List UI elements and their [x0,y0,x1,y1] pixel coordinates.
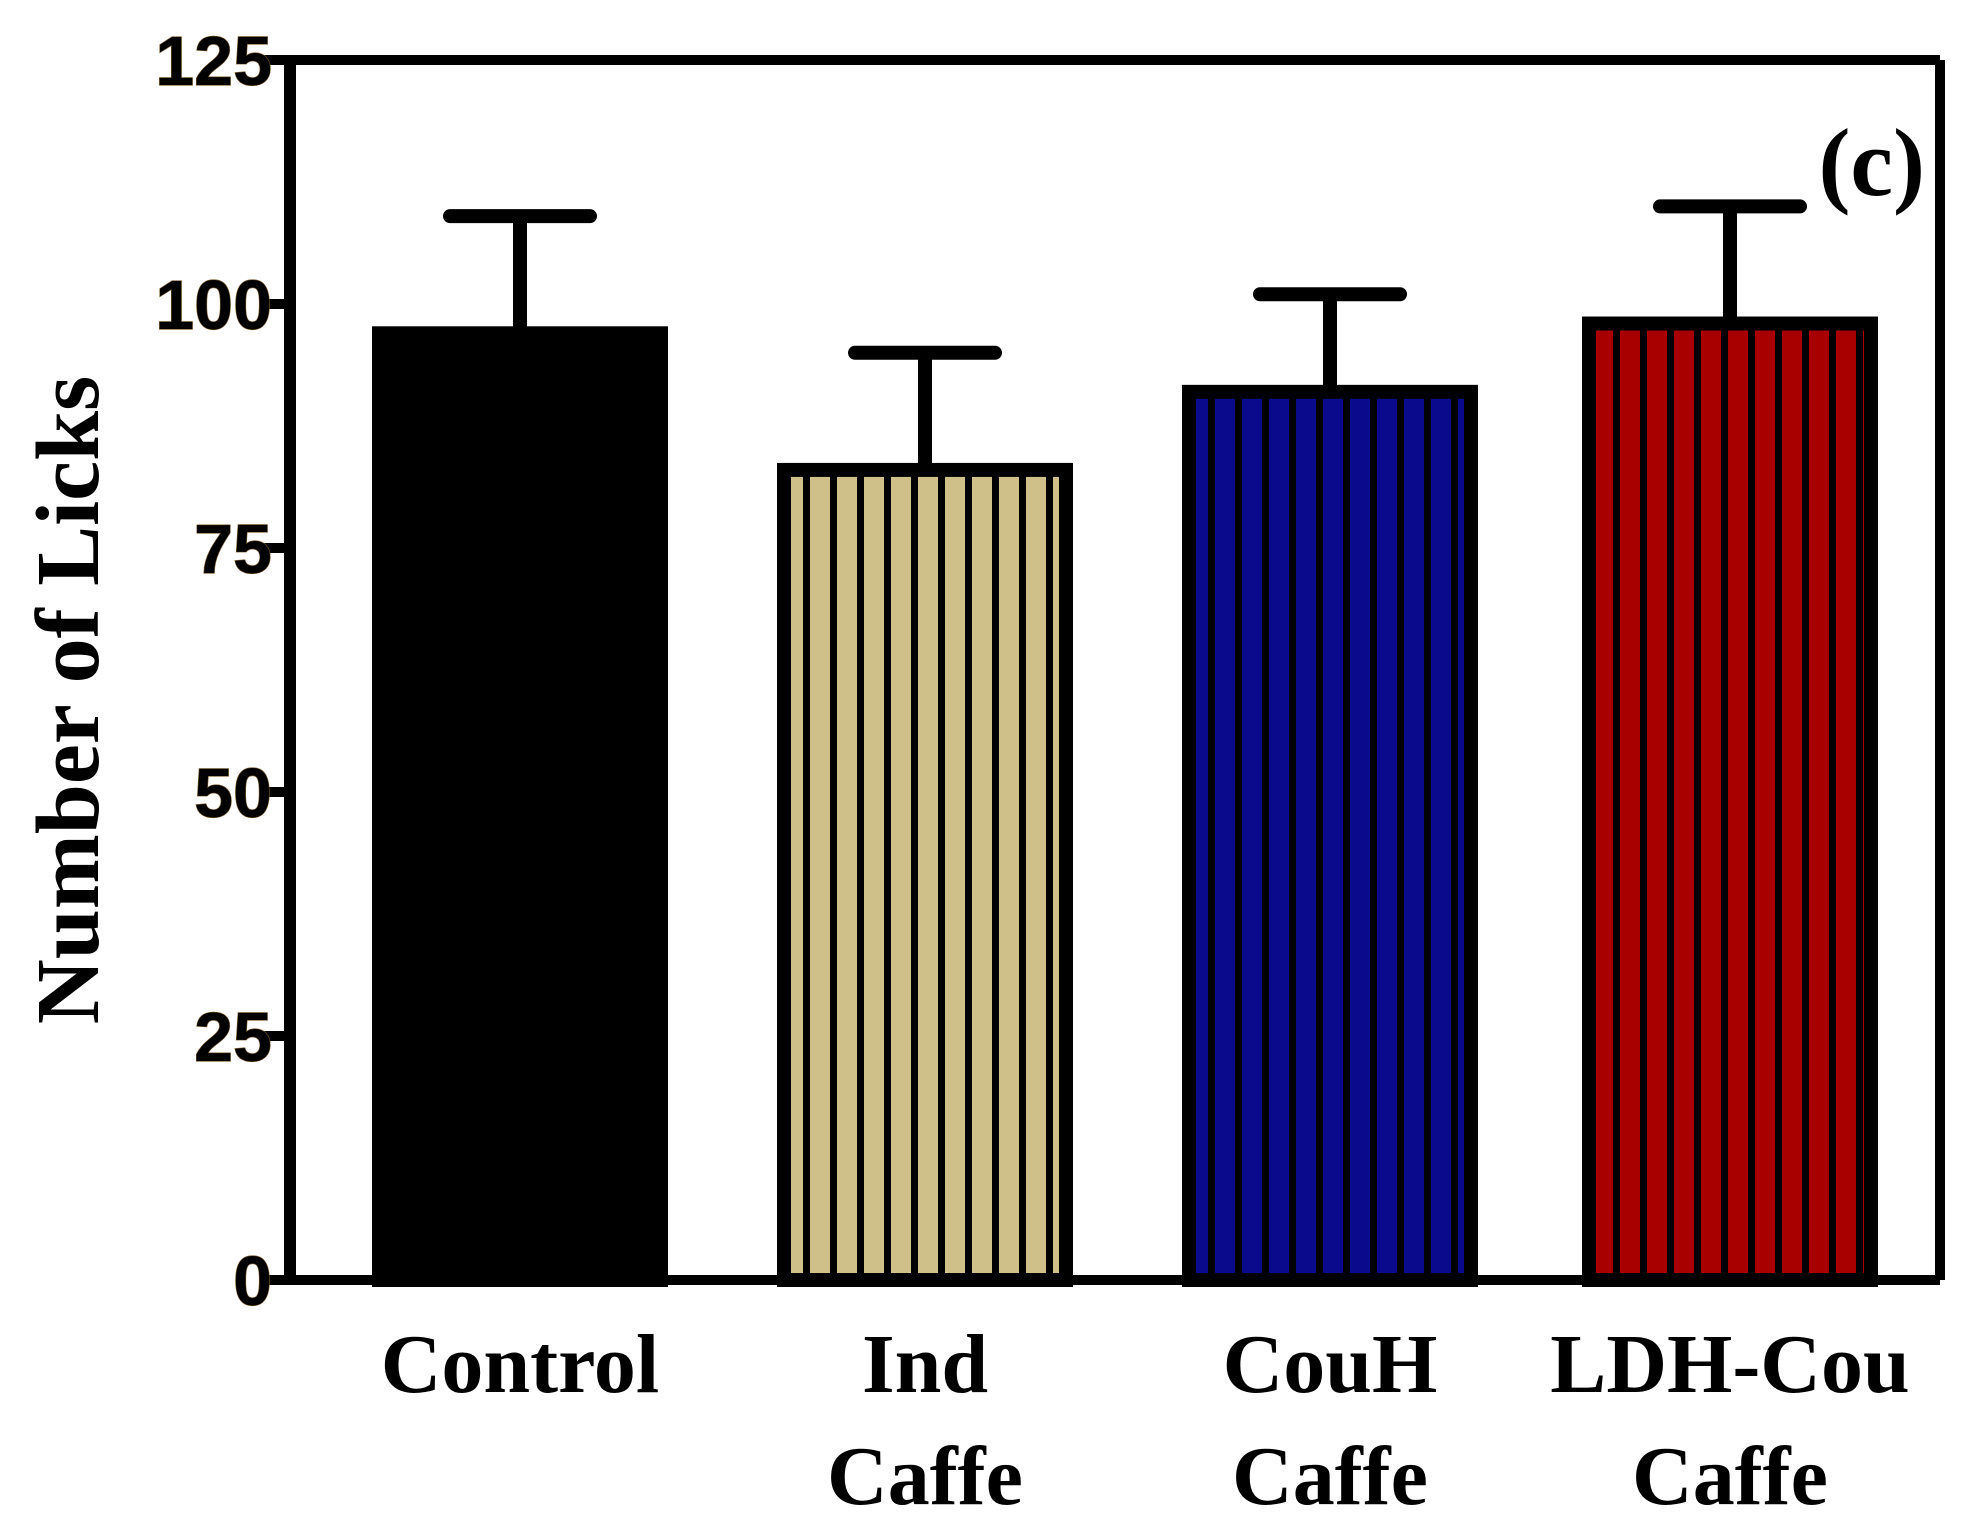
y-tick-label-125: 125 [155,22,272,100]
y-axis-title: Number of Licks [19,376,118,1024]
x-tick-label-ldh-cou-caffe-2: Caffe [1632,1430,1828,1523]
x-tick-label-couh-caffe-2: Caffe [1232,1430,1428,1523]
error-bars-layer [443,199,1807,470]
x-tick-label-couh-caffe-1: CouH [1223,1318,1438,1411]
x-tick-label-control-1: Control [381,1318,659,1411]
axes-layer [284,55,1945,1285]
x-tick-label-ind-caffe-2: Caffe [827,1430,1023,1523]
bars-layer [372,316,1878,1288]
bar-ldh-cou-caffe [1582,316,1878,1287]
y-tick-label-75: 75 [194,510,272,588]
x-labels-layer: Control Ind Caffe CouH Caffe LDH-Cou Caffe [381,1318,1910,1523]
y-tick-label-0: 0 [233,1242,272,1320]
y-tick-label-100: 100 [155,266,272,344]
panel-label: (c) [1818,109,1925,216]
bar-ind-caffe [777,462,1073,1288]
bar-couh-caffe [1182,384,1478,1287]
x-tick-label-ldh-cou-caffe-1: LDH-Cou [1550,1318,1909,1411]
y-ticks-layer: 0 25 50 75 100 125 [155,21,290,1321]
y-tick-label-25: 25 [194,998,272,1076]
y-tick-label-50: 50 [194,754,272,832]
x-tick-label-ind-caffe-1: Ind [862,1318,988,1411]
bar-control [372,326,668,1287]
